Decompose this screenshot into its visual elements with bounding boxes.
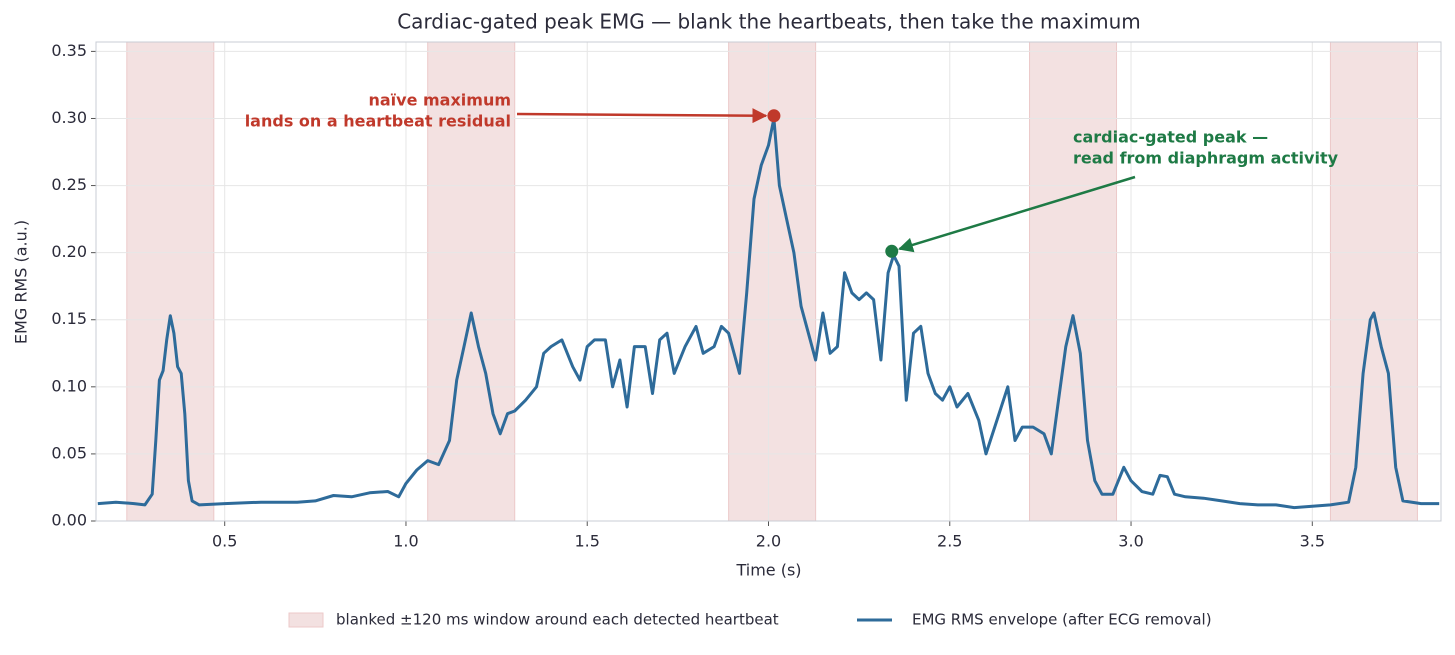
y-tick-label: 0.05	[51, 443, 87, 462]
blanked-band	[1029, 41, 1118, 522]
legend-label: blanked ±120 ms window around each detec…	[336, 611, 779, 629]
x-tick-label: 1.5	[575, 532, 600, 551]
blanked-band	[427, 41, 516, 522]
y-axis-label: EMG RMS (a.u.)	[12, 220, 31, 344]
y-tick-label: 0.25	[51, 175, 87, 194]
y-tick-label: 0.35	[51, 41, 87, 60]
y-tick-label: 0.00	[51, 511, 87, 530]
annotation-arrow	[897, 175, 1136, 253]
blanked-band	[1329, 41, 1418, 522]
data-line	[97, 117, 1440, 510]
y-tick-label: 0.10	[51, 376, 87, 395]
annotation-text: cardiac-gated peak —	[1073, 128, 1268, 147]
x-tick-label: 2.5	[937, 532, 962, 551]
x-tick-label: 0.5	[212, 532, 237, 551]
legend-label: EMG RMS envelope (after ECG removal)	[912, 611, 1212, 629]
x-tick-label: 2.0	[756, 532, 781, 551]
y-tick-label: 0.20	[51, 242, 87, 261]
blanked-band	[126, 41, 215, 522]
x-tick-label: 3.5	[1300, 532, 1325, 551]
y-tick-label: 0.30	[51, 108, 87, 127]
annotation-text: naïve maximum	[368, 91, 511, 110]
plot-frame	[95, 41, 1442, 522]
annotation-point	[767, 109, 781, 123]
chart-title: Cardiac-gated peak EMG — blank the heart…	[397, 10, 1141, 34]
annotation-text: read from diaphragm activity	[1073, 149, 1339, 168]
x-axis-label: Time (s)	[735, 561, 801, 580]
x-tick-label: 3.0	[1118, 532, 1143, 551]
x-tick-label: 1.0	[393, 532, 418, 551]
annotation-text: lands on a heartbeat residual	[245, 112, 511, 131]
legend-swatch	[288, 612, 324, 628]
y-tick-label: 0.15	[51, 309, 87, 328]
annotation-point	[885, 244, 899, 258]
annotation-arrow	[516, 108, 768, 124]
